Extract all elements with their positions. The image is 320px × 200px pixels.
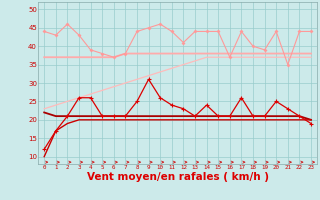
X-axis label: Vent moyen/en rafales ( km/h ): Vent moyen/en rafales ( km/h ) <box>87 172 268 182</box>
